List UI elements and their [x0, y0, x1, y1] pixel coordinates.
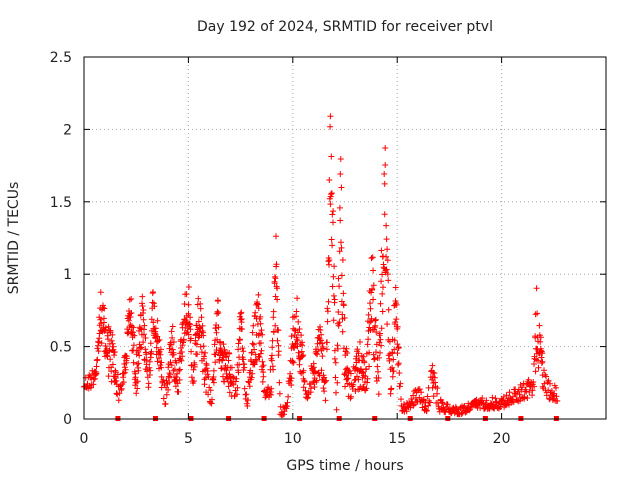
data-points: [80, 113, 561, 418]
srmtid-series: [80, 113, 561, 418]
x-tick-label: 0: [80, 431, 89, 447]
x-tick-label: 10: [284, 431, 302, 447]
chart-title: Day 192 of 2024, SRMTID for receiver ptv…: [197, 19, 493, 35]
y-tick-label: 1: [63, 267, 72, 283]
plot-frame: [83, 56, 607, 420]
y-tick-label: 2: [63, 122, 72, 138]
x-tick-label: 20: [493, 431, 511, 447]
y-tick-label: 0.5: [50, 340, 72, 356]
y-tick-label: 1.5: [50, 195, 72, 211]
y-axis-label: SRMTID / TECUs: [6, 182, 22, 295]
axis-ticks: 0 5 10 15 20 0 0.5 1 1.5 2 2.5: [50, 50, 606, 447]
grid-lines: [84, 57, 606, 419]
x-tick-label: 15: [388, 431, 406, 447]
y-tick-label: 0: [63, 412, 72, 428]
y-tick-label: 2.5: [50, 50, 72, 66]
x-tick-label: 5: [184, 431, 193, 447]
x-axis-label: GPS time / hours: [286, 458, 403, 474]
